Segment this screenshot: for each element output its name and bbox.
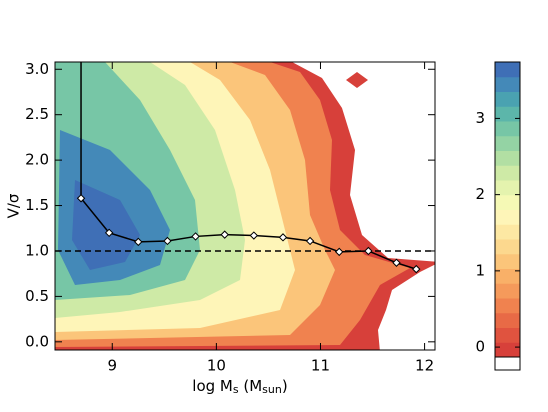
point-marker: [104, 228, 114, 238]
contour-band: [72, 180, 140, 270]
y-tick-label: 3.0: [25, 60, 49, 78]
colorbar-band: [495, 76, 520, 92]
point-marker: [220, 230, 229, 239]
y-axis-label: V/σ: [5, 193, 23, 218]
point-marker: [335, 247, 344, 257]
series-line: [80, 62, 417, 270]
colorbar-frame: [494, 61, 521, 358]
x-axis-label: log Ms (Msun): [192, 377, 287, 397]
colorbar-band: [495, 165, 520, 181]
colorbar-tick-label: 1: [475, 261, 485, 279]
x-tick-label: 11: [311, 357, 330, 375]
colorbar-band: [495, 91, 520, 107]
point-marker: [134, 237, 143, 247]
colorbar-tick-label: 0: [475, 338, 485, 356]
colorbar-band: [495, 312, 520, 328]
y-tick-label: 2.5: [25, 105, 49, 123]
y-tick-label: 2.0: [25, 151, 49, 169]
colorbar-band: [495, 62, 520, 78]
point-marker: [76, 194, 86, 203]
point-marker: [163, 236, 172, 246]
colorbar-band: [495, 224, 520, 240]
contour-field: [55, 62, 435, 350]
colorbar-band: [495, 298, 520, 314]
colorbar-tick-label: 2: [475, 185, 485, 203]
colorbar-band: [495, 209, 520, 225]
colorbar-band: [495, 327, 520, 343]
colorbar-band: [495, 239, 520, 255]
colorbar-band: [495, 253, 520, 269]
colorbar-band: [495, 283, 520, 299]
point-marker: [412, 264, 421, 274]
colorbar-band: [495, 135, 520, 151]
x-tick-label: 12: [415, 357, 434, 375]
colorbar-band: [495, 121, 520, 137]
y-tick-label: 1.5: [25, 196, 49, 214]
point-marker: [78, 20, 85, 27]
colorbar-band: [495, 268, 520, 284]
point-marker: [305, 236, 315, 246]
x-tick-label: 10: [207, 357, 226, 375]
colorbar-band: [495, 194, 520, 210]
colorbar-band: [495, 150, 520, 166]
point-marker: [249, 231, 259, 240]
colorbar-band: [495, 106, 520, 122]
colorbar-band: [495, 180, 520, 196]
x-tick-label: 9: [107, 357, 117, 375]
contour-band: [346, 72, 368, 88]
point-marker: [364, 246, 373, 256]
y-tick-label: 0.0: [25, 332, 49, 350]
colorbar-under: [494, 356, 521, 371]
point-marker: [191, 232, 200, 241]
point-marker: [392, 258, 401, 267]
overlay: [55, 20, 435, 274]
colorbar-band: [495, 342, 520, 358]
point-marker: [278, 233, 288, 242]
y-tick-label: 0.5: [25, 287, 49, 305]
colorbar-tick-label: 3: [475, 109, 485, 127]
y-tick-label: 1.0: [25, 241, 49, 259]
